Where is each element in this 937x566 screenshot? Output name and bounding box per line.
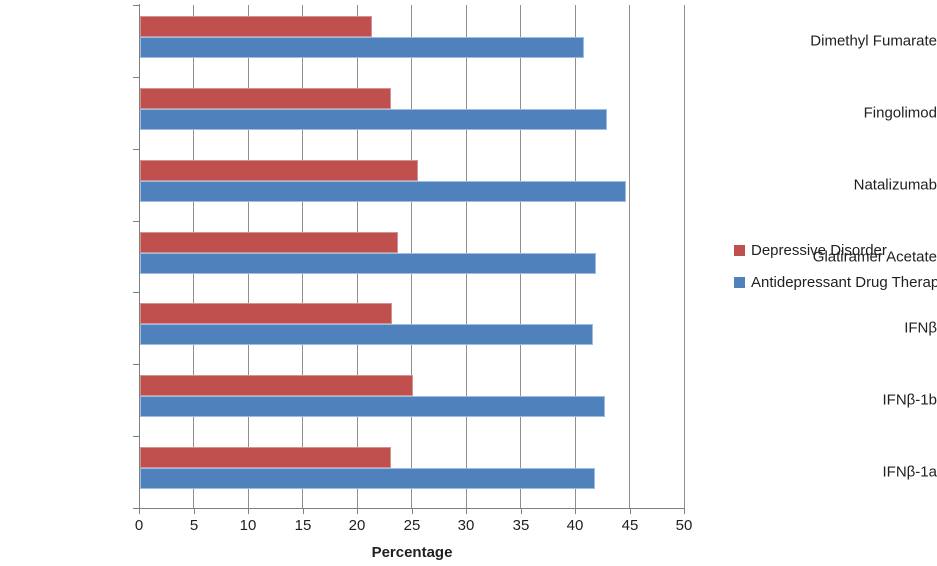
bar-antidepressant-drug-therapy [140, 37, 584, 58]
x-axis-tick [521, 509, 522, 514]
legend-item-antidepressant-drug-therapy: Antidepressant Drug Therapy [734, 272, 937, 292]
x-axis-tick [194, 509, 195, 514]
x-axis-tick [412, 509, 413, 514]
x-axis-title: Percentage [371, 544, 453, 561]
y-axis-tick [133, 292, 139, 293]
bar-depressive-disorder [140, 232, 398, 253]
bar-antidepressant-drug-therapy [140, 468, 595, 489]
x-axis-tick-label-25: 25 [403, 517, 421, 534]
x-axis-tick [466, 509, 467, 514]
y-axis-tick [133, 221, 139, 222]
category-label: IFNβ [904, 319, 937, 337]
y-axis-tick [133, 77, 139, 78]
x-axis-tick-label-30: 30 [457, 517, 475, 534]
y-axis-line [139, 4, 140, 509]
x-axis-tick-label-5: 5 [189, 517, 199, 534]
category-label: Fingolimod [863, 104, 937, 122]
category-label: Natalizumab [853, 176, 937, 194]
x-axis-tick-label-20: 20 [348, 517, 366, 534]
bar-depressive-disorder [140, 375, 413, 396]
gridline-45 [629, 5, 630, 508]
bar-depressive-disorder [140, 16, 372, 37]
gridline-50 [683, 5, 685, 508]
category-label: Glatiramer Acetate [812, 248, 937, 266]
y-axis-tick [133, 364, 139, 365]
x-axis-tick [575, 509, 576, 514]
bar-depressive-disorder [140, 303, 392, 324]
bar-depressive-disorder [140, 160, 418, 181]
y-axis-tick [133, 5, 139, 6]
y-axis-tick [133, 508, 139, 509]
x-axis-tick [357, 509, 358, 514]
x-axis-tick-label-40: 40 [566, 517, 584, 534]
y-axis-tick [133, 149, 139, 150]
legend-label-antidepressant-drug-therapy: Antidepressant Drug Therapy [751, 273, 937, 291]
x-axis-tick-label-0: 0 [134, 517, 144, 534]
legend: Depressive Disorder Antidepressant Drug … [734, 240, 937, 304]
x-axis-tick-label-15: 15 [294, 517, 312, 534]
x-axis-tick [139, 509, 140, 514]
bar-antidepressant-drug-therapy [140, 109, 607, 130]
plot-area [139, 5, 685, 508]
bar-depressive-disorder [140, 88, 391, 109]
x-axis-tick-label-35: 35 [512, 517, 530, 534]
legend-swatch-antidepressant-drug-therapy [734, 276, 745, 288]
bar-antidepressant-drug-therapy [140, 396, 605, 417]
x-axis-tick-label-10: 10 [239, 517, 257, 534]
x-axis-tick-label-50: 50 [675, 517, 693, 534]
bar-antidepressant-drug-therapy [140, 253, 596, 274]
x-axis-tick [684, 509, 685, 514]
bar-antidepressant-drug-therapy [140, 181, 626, 202]
bar-depressive-disorder [140, 447, 391, 468]
category-label: IFNβ-1a [882, 463, 937, 481]
category-label: IFNβ-1b [882, 391, 937, 409]
bar-antidepressant-drug-therapy [140, 324, 593, 345]
legend-item-depressive-disorder: Depressive Disorder [734, 240, 937, 260]
x-axis-tick [303, 509, 304, 514]
category-label: Dimethyl Fumarate [810, 32, 937, 50]
y-axis-tick [133, 436, 139, 437]
x-axis-line [139, 508, 685, 509]
legend-swatch-depressive-disorder [734, 244, 745, 256]
x-axis-tick [630, 509, 631, 514]
legend-label-depressive-disorder: Depressive Disorder [751, 241, 887, 259]
x-axis-tick-label-45: 45 [621, 517, 639, 534]
x-axis-tick [248, 509, 249, 514]
